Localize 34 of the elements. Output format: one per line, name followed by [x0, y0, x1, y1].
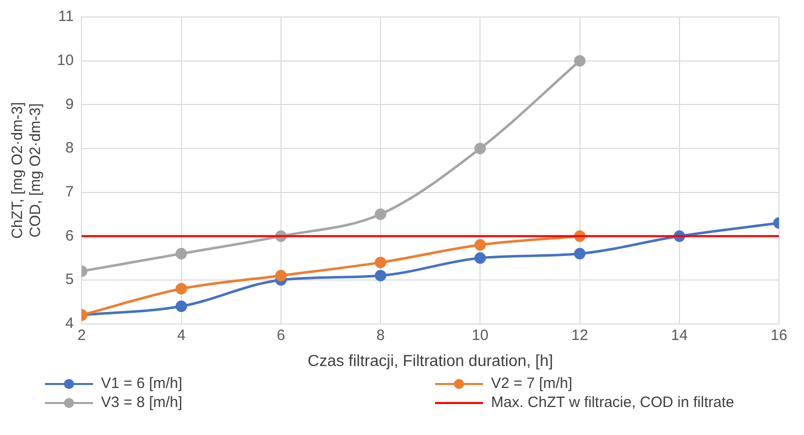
point: [176, 282, 188, 294]
point: [474, 142, 486, 154]
y-tick-label: 7: [65, 183, 74, 200]
y-tick-label: 5: [65, 271, 74, 288]
y-tick-label: 9: [65, 96, 74, 113]
point: [275, 270, 287, 282]
x-tick-label: 16: [770, 326, 788, 344]
x-tick-label: 6: [276, 326, 286, 344]
x-axis-title: Czas filtracji, Filtration duration, [h]: [308, 352, 554, 370]
legend-label: V2 = 7 [m/h]: [491, 375, 572, 392]
y-tick-label: 11: [58, 8, 74, 26]
point: [374, 270, 386, 282]
x-tick-label: 14: [671, 326, 688, 344]
point: [474, 252, 486, 264]
point: [176, 248, 188, 260]
y-tick-label: 10: [56, 52, 74, 69]
point: [374, 256, 386, 268]
point: [176, 300, 188, 312]
y-tick-label: 6: [65, 227, 74, 244]
point: [574, 55, 586, 67]
x-tick-label: 12: [571, 326, 588, 344]
y-tick-label: 4: [65, 314, 74, 332]
x-tick-label: 2: [78, 326, 86, 344]
point: [574, 248, 586, 260]
y-axis-title: ChZT, [mg O2·dm-3] COD, [mg O2·dm-3]: [9, 102, 44, 239]
legend-label: V1 = 6 [m/h]: [101, 375, 182, 392]
legend-label: Max. ChZT w filtracie, COD in filtrate: [491, 394, 734, 411]
x-tick-label: 8: [376, 326, 385, 344]
point: [474, 239, 486, 251]
point: [374, 208, 386, 220]
x-tick-label: 4: [177, 326, 186, 344]
y-tick-label: 8: [65, 140, 74, 157]
x-tick-label: 10: [472, 326, 488, 344]
legend-label: V3 = 8 [m/h]: [101, 394, 182, 411]
